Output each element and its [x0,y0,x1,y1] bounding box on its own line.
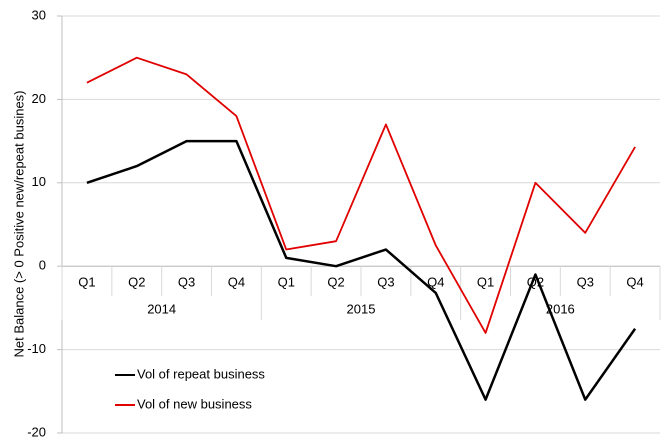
x-tick-label: Q3 [178,275,195,290]
y-axis-label: Net Balance (> 0 Positive new/repeat bus… [11,90,26,357]
series-line [86,139,637,401]
x-tick-label: Q2 [327,275,344,290]
x-tick-label: Q4 [228,275,245,290]
x-tick-label: Q1 [477,275,494,290]
y-tick-label: 20 [32,91,46,106]
y-tick-label: 10 [32,174,46,189]
series-line [86,56,636,334]
x-tick-label: Q1 [78,275,95,290]
y-tick-label: 30 [32,7,46,22]
x-tick-label: Q4 [626,275,643,290]
x-tick-label: Q3 [377,275,394,290]
y-tick-label: -10 [27,341,46,356]
group-label: 2014 [147,302,176,317]
x-tick-label: Q4 [427,275,444,290]
x-tick-label: Q1 [278,275,295,290]
legend-label: Vol of repeat business [137,366,265,381]
x-tick-label: Q2 [128,275,145,290]
legend-label: Vol of new business [137,396,252,411]
group-label: 2016 [546,302,575,317]
group-label: 2015 [347,302,376,317]
y-tick-label: -20 [27,424,46,439]
x-tick-label: Q3 [577,275,594,290]
y-tick-label: 0 [39,258,46,273]
